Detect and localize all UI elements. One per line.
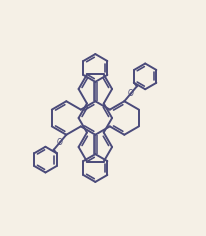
Text: O: O (127, 89, 133, 98)
Text: O: O (57, 138, 63, 147)
